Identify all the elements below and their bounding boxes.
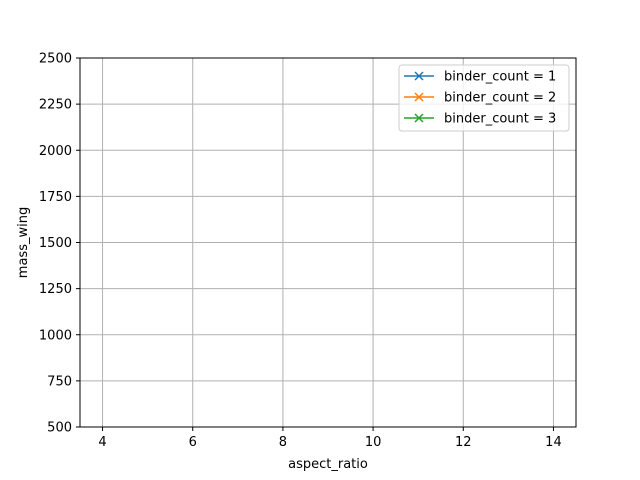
legend-label: binder_count = 3: [444, 112, 556, 127]
x-tick-label: 8: [279, 435, 287, 450]
y-tick-label: 1000: [39, 328, 72, 343]
legend-item: binder_count = 3: [404, 112, 556, 127]
y-tick-label: 2250: [39, 98, 72, 113]
x-tick-label: 14: [545, 435, 562, 450]
x-tick-label: 4: [98, 435, 106, 450]
x-axis-label: aspect_ratio: [288, 457, 368, 472]
legend-marker: [414, 113, 424, 123]
legend-item: binder_count = 1: [404, 70, 556, 85]
y-tick-label: 1250: [39, 282, 72, 297]
x-tick-label: 12: [455, 435, 472, 450]
legend-item: binder_count = 2: [404, 91, 556, 106]
legend-box: [398, 64, 570, 132]
y-tick-label: 750: [47, 374, 72, 389]
y-tick-label: 500: [47, 421, 72, 436]
y-tick-label: 2500: [39, 52, 72, 67]
legend: binder_count = 1 binder_count = 2 binder_c…: [398, 64, 570, 132]
y-tick-label: 2000: [39, 144, 72, 159]
y-tick-label: 1750: [39, 190, 72, 205]
y-tick-label: 1500: [39, 236, 72, 251]
legend-marker: [414, 92, 424, 102]
y-axis-label: mass_wing: [16, 207, 31, 278]
y-axis: 500 750 1000 1250 1500 1750 2000 2250 2500: [39, 52, 80, 436]
legend-marker: [414, 71, 424, 81]
x-tick-label: 6: [189, 435, 197, 450]
legend-label: binder_count = 1: [444, 70, 556, 85]
x-tick-label: 10: [365, 435, 382, 450]
x-axis: 4 6 8 10 12 14: [98, 427, 562, 450]
legend-label: binder_count = 2: [444, 91, 556, 106]
